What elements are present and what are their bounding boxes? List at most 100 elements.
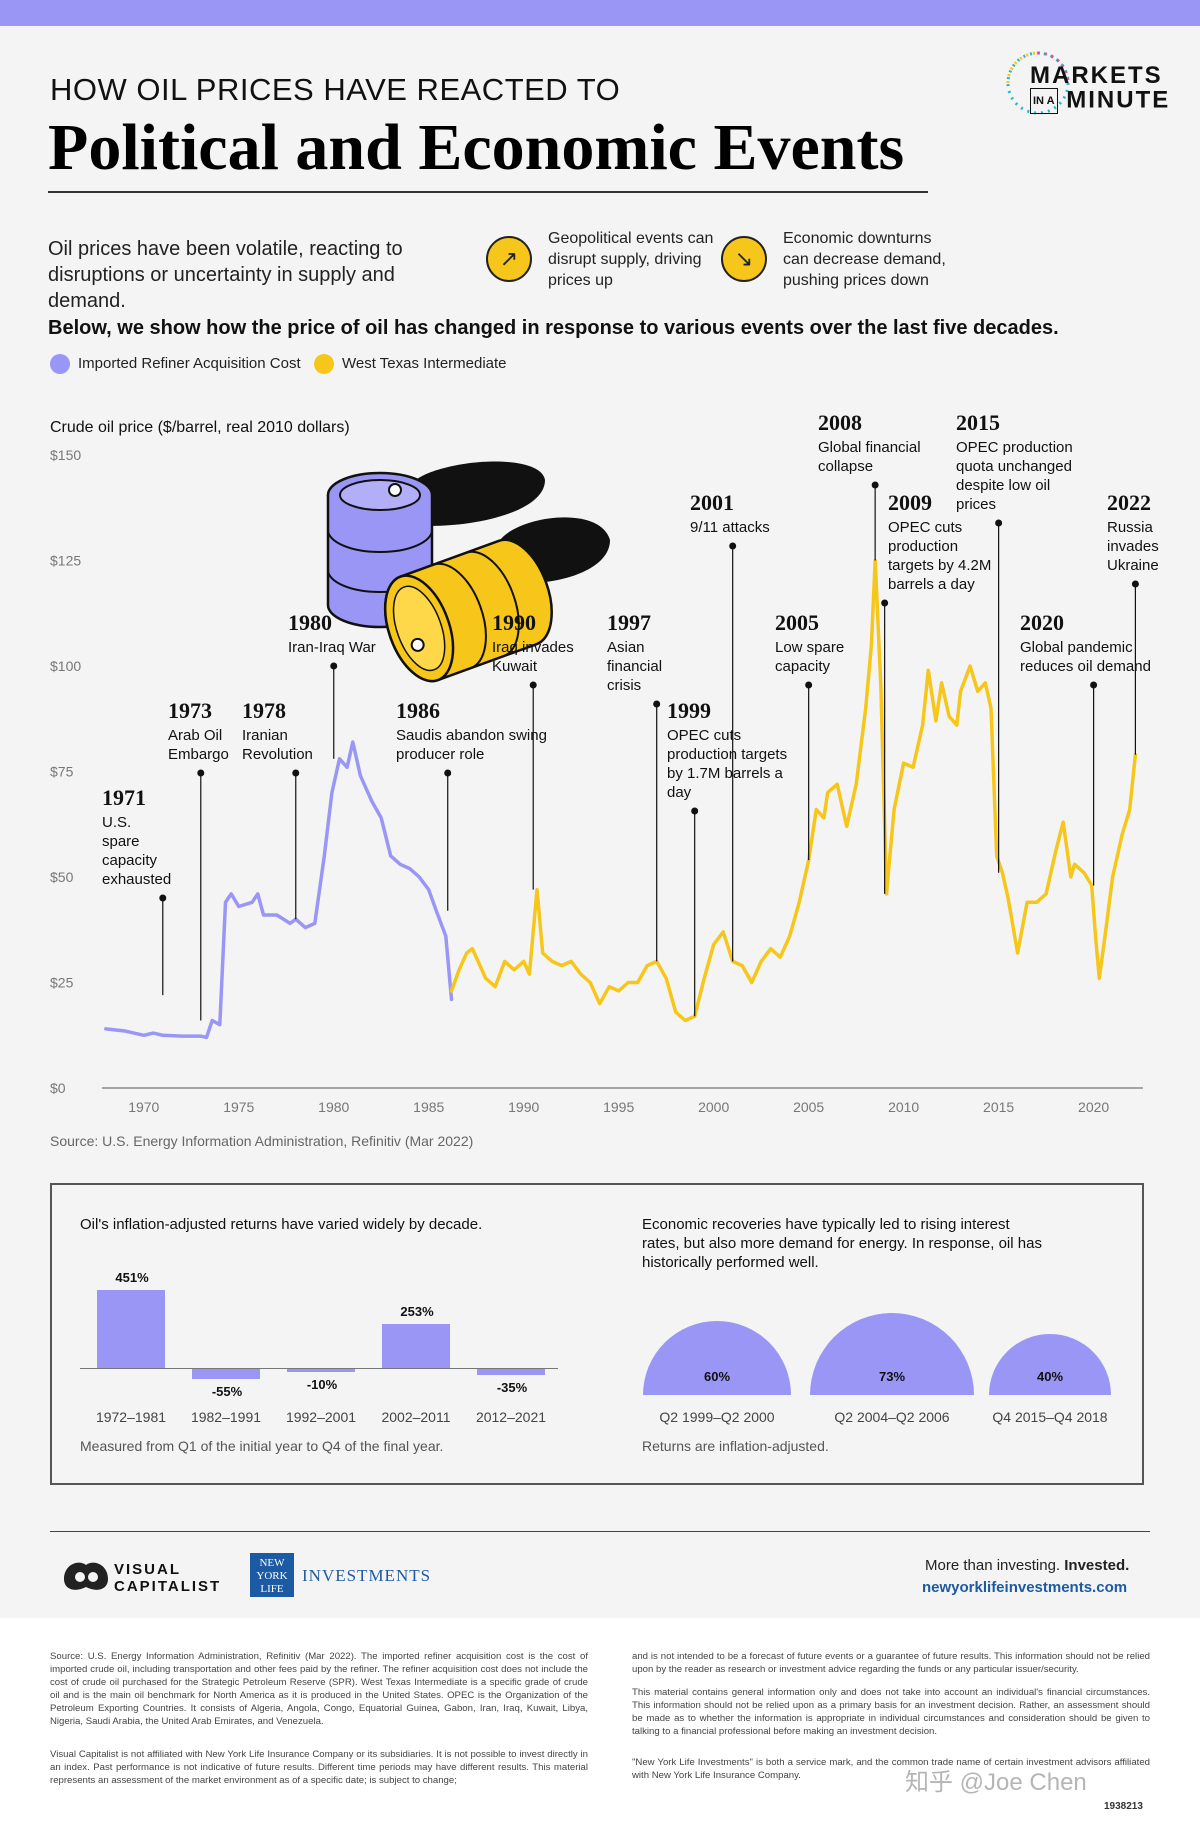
event-dot bbox=[995, 519, 1003, 527]
event-dot bbox=[197, 769, 205, 777]
event-callout-2015: 2015 OPEC production quota unchanged despit… bbox=[956, 410, 1073, 873]
decade-bar-label: -35% bbox=[496, 1380, 528, 1396]
event-dot bbox=[653, 700, 661, 708]
watermark: 知乎 @Joe Chen bbox=[905, 1769, 1087, 1796]
legend-label-wti: West Texas Intermediate bbox=[342, 354, 507, 372]
visual-capitalist-icon bbox=[64, 1562, 108, 1590]
recovery-note: Returns are inflation-adjusted. bbox=[642, 1438, 829, 1454]
event-label-line: barrels a day bbox=[888, 576, 975, 593]
oil-barrels-illustration bbox=[326, 461, 610, 683]
decade-bar bbox=[477, 1369, 545, 1376]
event-year: 2001 bbox=[690, 490, 734, 515]
event-label-line: OPEC cuts bbox=[888, 519, 962, 536]
event-label-line: capacity bbox=[102, 852, 158, 869]
decade-returns-title: Oil's inflation-adjusted returns have va… bbox=[80, 1216, 483, 1233]
event-year: 2020 bbox=[1020, 610, 1064, 635]
event-year: 1978 bbox=[242, 698, 286, 723]
decade-bar-label: -10% bbox=[306, 1377, 338, 1392]
page-title: Political and Economic Events bbox=[48, 111, 905, 184]
event-label-line: prices bbox=[956, 496, 996, 513]
series-line-refiner-cost bbox=[104, 740, 454, 1040]
event-dot bbox=[1090, 681, 1098, 689]
event-label-line: production targets bbox=[667, 746, 787, 763]
brand-line2: MINUTE bbox=[1066, 86, 1171, 114]
decade-bar-label: 253% bbox=[400, 1304, 434, 1320]
event-year: 2009 bbox=[888, 490, 932, 515]
event-label-line: crisis bbox=[607, 677, 641, 694]
event-label-line: Global pandemic bbox=[1020, 639, 1133, 656]
disclaimer-p5: "New York Life Investments" is both a se… bbox=[632, 1757, 1150, 1781]
decade-category-label: 1972–1981 bbox=[95, 1409, 167, 1425]
x-tick-label: 1990 bbox=[508, 1099, 539, 1115]
event-label-line: OPEC production bbox=[956, 439, 1073, 456]
legend-dot-yellow bbox=[314, 354, 334, 374]
event-callout-1973: 1973 Arab Oil Embargo bbox=[168, 698, 229, 1021]
event-year: 1986 bbox=[396, 698, 440, 723]
event-label-line: Kuwait bbox=[492, 658, 538, 675]
decade-bar-label: -55% bbox=[211, 1383, 243, 1399]
event-label-line: reduces oil demand bbox=[1020, 658, 1151, 675]
event-callout-2001: 2001 9/11 attacks bbox=[690, 490, 770, 962]
x-tick-label: 2005 bbox=[793, 1099, 824, 1115]
new-york-life-logo: NEW YORK LIFE bbox=[250, 1553, 294, 1597]
visual-capitalist-logo bbox=[60, 1555, 112, 1600]
event-label-line: Ukraine bbox=[1107, 557, 1159, 574]
brand-dot-ring bbox=[1003, 48, 1073, 123]
event-dot bbox=[729, 542, 737, 550]
legend-label-refiner: Imported Refiner Acquisition Cost bbox=[78, 354, 301, 372]
event-label-line: exhausted bbox=[102, 871, 171, 888]
event-dot bbox=[529, 681, 537, 689]
disclaimer-p4: This material contains general informati… bbox=[632, 1687, 1150, 1737]
page-kicker: HOW OIL PRICES HAVE REACTED TO bbox=[50, 72, 621, 107]
event-callout-2005: 2005 Low spare capacity bbox=[775, 610, 844, 861]
event-label-line: Low spare bbox=[775, 639, 844, 656]
x-tick-label: 1970 bbox=[128, 1099, 159, 1115]
event-dot bbox=[871, 481, 879, 489]
decade-bar bbox=[97, 1290, 165, 1368]
event-label-line: capacity bbox=[775, 658, 831, 675]
event-year: 2008 bbox=[818, 410, 862, 435]
event-label-line: Embargo bbox=[168, 746, 229, 763]
brand-small: IN A bbox=[1030, 88, 1058, 114]
chart-y-title: Crude oil price ($/barrel, real 2010 dol… bbox=[50, 419, 350, 436]
decade-category-label: 2002–2011 bbox=[381, 1409, 451, 1425]
event-dot bbox=[691, 807, 699, 815]
event-label-line: 9/11 attacks bbox=[690, 519, 770, 536]
event-label-line: Saudis abandon swing bbox=[396, 727, 547, 744]
disclaimer-p3: and is not intended to be a forecast of … bbox=[632, 1651, 1150, 1675]
event-label-line: Arab Oil bbox=[168, 727, 222, 744]
event-dot bbox=[881, 599, 889, 607]
x-tick-label: 1980 bbox=[318, 1099, 349, 1115]
decade-category-label: 1982–1991 bbox=[190, 1409, 262, 1425]
event-dot bbox=[292, 769, 300, 777]
title-divider bbox=[48, 191, 928, 193]
event-dot bbox=[444, 769, 452, 777]
event-label-line: production bbox=[888, 538, 958, 555]
x-tick-label: 2015 bbox=[983, 1099, 1014, 1115]
y-tick-label: $25 bbox=[50, 975, 74, 991]
decade-category-label: 1992–2001 bbox=[285, 1409, 357, 1425]
falling-coins-icon: ↘ bbox=[721, 236, 767, 282]
event-dot bbox=[1131, 580, 1139, 588]
legend-item-wti: West Texas Intermediate bbox=[314, 354, 507, 374]
oil-price-line-chart: $0 $25 $50 $75 $100 $125 $150 1970 1975 1980 1985 1… bbox=[50, 410, 1159, 1115]
event-callout-1997: 1997 Asian financial crisis bbox=[607, 610, 662, 962]
vc-line2: CAPITALIST bbox=[114, 1578, 222, 1595]
event-dot bbox=[805, 681, 813, 689]
nyl-url-link[interactable]: newyorklifeinvestments.com bbox=[922, 1579, 1128, 1596]
intro-text: Oil prices have been volatile, reacting … bbox=[48, 238, 403, 312]
feature-economic: Economic downturns can decrease demand, … bbox=[783, 230, 946, 289]
decade-note: Measured from Q1 of the initial year to … bbox=[80, 1438, 444, 1454]
visual-capitalist-wordmark: VISUAL CAPITALIST bbox=[114, 1561, 221, 1595]
event-label-line: Global financial bbox=[818, 439, 921, 456]
event-label-line: Asian bbox=[607, 639, 645, 656]
brand-logo: MARKETS IN A MINUTE bbox=[1030, 64, 1170, 114]
legend-item-refiner: Imported Refiner Acquisition Cost bbox=[50, 354, 301, 374]
event-callout-1999: 1999 OPEC cuts production targets by 1.7M b… bbox=[667, 698, 787, 1017]
vc-line1: VISUAL bbox=[114, 1561, 182, 1578]
x-tick-label: 2010 bbox=[888, 1099, 919, 1115]
disclaimer-section: Source: U.S. Energy Information Administ… bbox=[0, 1618, 1200, 1821]
recovery-category-label: Q4 2015–Q4 2018 bbox=[992, 1409, 1108, 1425]
disclaimer-p2: Visual Capitalist is not affiliated with… bbox=[50, 1749, 588, 1786]
x-tick-label: 1995 bbox=[603, 1099, 634, 1115]
